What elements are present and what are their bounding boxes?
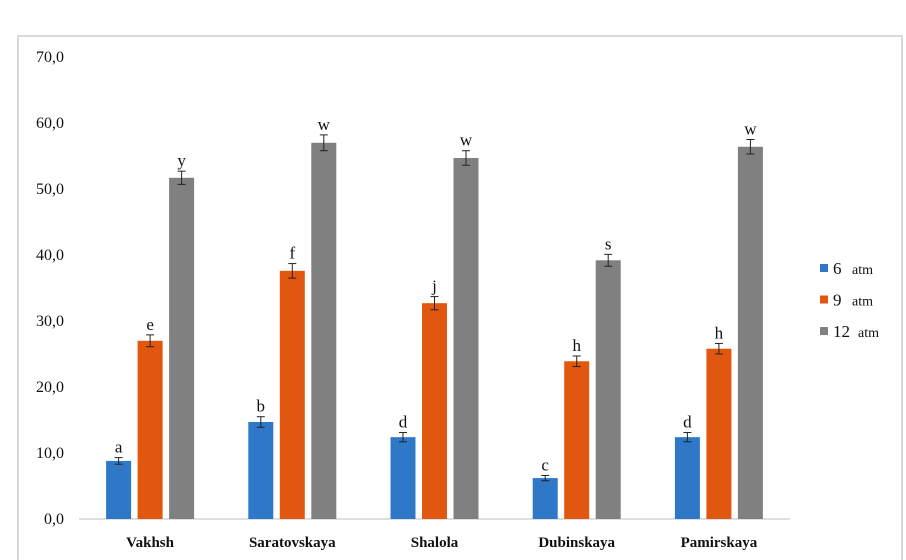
y-axis: 0,0 10,0 20,0 30,0 40,0 50,0 60,0 70,0	[36, 49, 64, 528]
legend-label-value: 12	[833, 322, 850, 341]
significance-label: b	[257, 397, 266, 416]
legend-label-value: 6	[833, 259, 842, 278]
error-bar	[683, 432, 692, 443]
significance-label: h	[715, 323, 724, 342]
y-tick-label: 10,0	[36, 445, 64, 462]
error-bar	[541, 474, 550, 482]
significance-label: e	[146, 315, 154, 334]
y-tick-label: 0,0	[44, 511, 64, 528]
bar	[674, 437, 700, 519]
legend-label-unit: atm	[858, 326, 879, 341]
bar	[106, 460, 132, 519]
bar	[706, 348, 732, 519]
bar	[532, 478, 558, 519]
x-tick-label: Shalola	[411, 535, 459, 551]
bar	[169, 177, 195, 519]
legend-swatch	[820, 295, 828, 304]
bar	[564, 361, 590, 519]
bar	[311, 142, 337, 520]
x-tick-label: Vakhsh	[126, 535, 174, 551]
legend-label-unit: atm	[852, 295, 873, 310]
legend-item: 9 atm	[820, 291, 873, 310]
legend-label-value: 9	[833, 291, 842, 310]
error-bar	[714, 342, 723, 355]
significance-label: h	[572, 336, 581, 355]
error-bar	[256, 416, 265, 428]
error-bar	[572, 355, 581, 368]
error-bar	[430, 296, 439, 311]
significance-label: f	[289, 244, 295, 263]
bar	[595, 260, 621, 519]
legend-item: 6 atm	[820, 259, 873, 278]
x-axis: Vakhsh Saratovskaya Shalola Dubinskaya Pamir…	[126, 535, 758, 551]
significance-label: y	[177, 151, 186, 170]
bar	[248, 421, 274, 519]
error-bar	[114, 457, 123, 465]
error-bar	[146, 334, 155, 348]
bar	[737, 146, 763, 519]
y-tick-label: 60,0	[36, 115, 64, 132]
y-tick-label: 50,0	[36, 181, 64, 198]
y-tick-label: 30,0	[36, 313, 64, 330]
significance-label: j	[431, 277, 437, 296]
legend-swatch	[820, 264, 828, 272]
significance-label: s	[605, 234, 612, 253]
bar	[279, 270, 305, 519]
legend-label-unit: atm	[852, 263, 873, 278]
legend-swatch	[820, 327, 828, 335]
error-bar	[399, 432, 407, 443]
significance-label: d	[683, 413, 692, 432]
bar	[390, 437, 416, 519]
bar	[137, 340, 163, 519]
y-tick-label: 20,0	[36, 379, 64, 396]
error-bar	[746, 139, 755, 155]
bar	[453, 157, 479, 520]
significance-label: d	[399, 413, 408, 432]
error-bar	[604, 253, 613, 267]
error-bar	[177, 170, 186, 185]
significance-label: w	[318, 115, 331, 134]
significance-label: w	[744, 120, 757, 139]
legend-item: 12 atm	[820, 322, 879, 341]
x-tick-label: Pamirskaya	[681, 535, 758, 551]
bars-group: a e y b f w d j w c h s d h w	[106, 115, 763, 520]
y-tick-label: 40,0	[36, 247, 64, 264]
bar	[422, 303, 447, 519]
x-tick-label: Dubinskaya	[538, 535, 615, 551]
x-tick-label: Saratovskaya	[249, 535, 336, 551]
error-bar	[288, 263, 297, 279]
significance-label: a	[115, 438, 123, 457]
error-bar	[319, 134, 328, 152]
y-tick-label: 70,0	[36, 49, 64, 66]
error-bar	[462, 150, 470, 166]
significance-label: c	[541, 455, 549, 474]
significance-label: w	[460, 131, 473, 150]
